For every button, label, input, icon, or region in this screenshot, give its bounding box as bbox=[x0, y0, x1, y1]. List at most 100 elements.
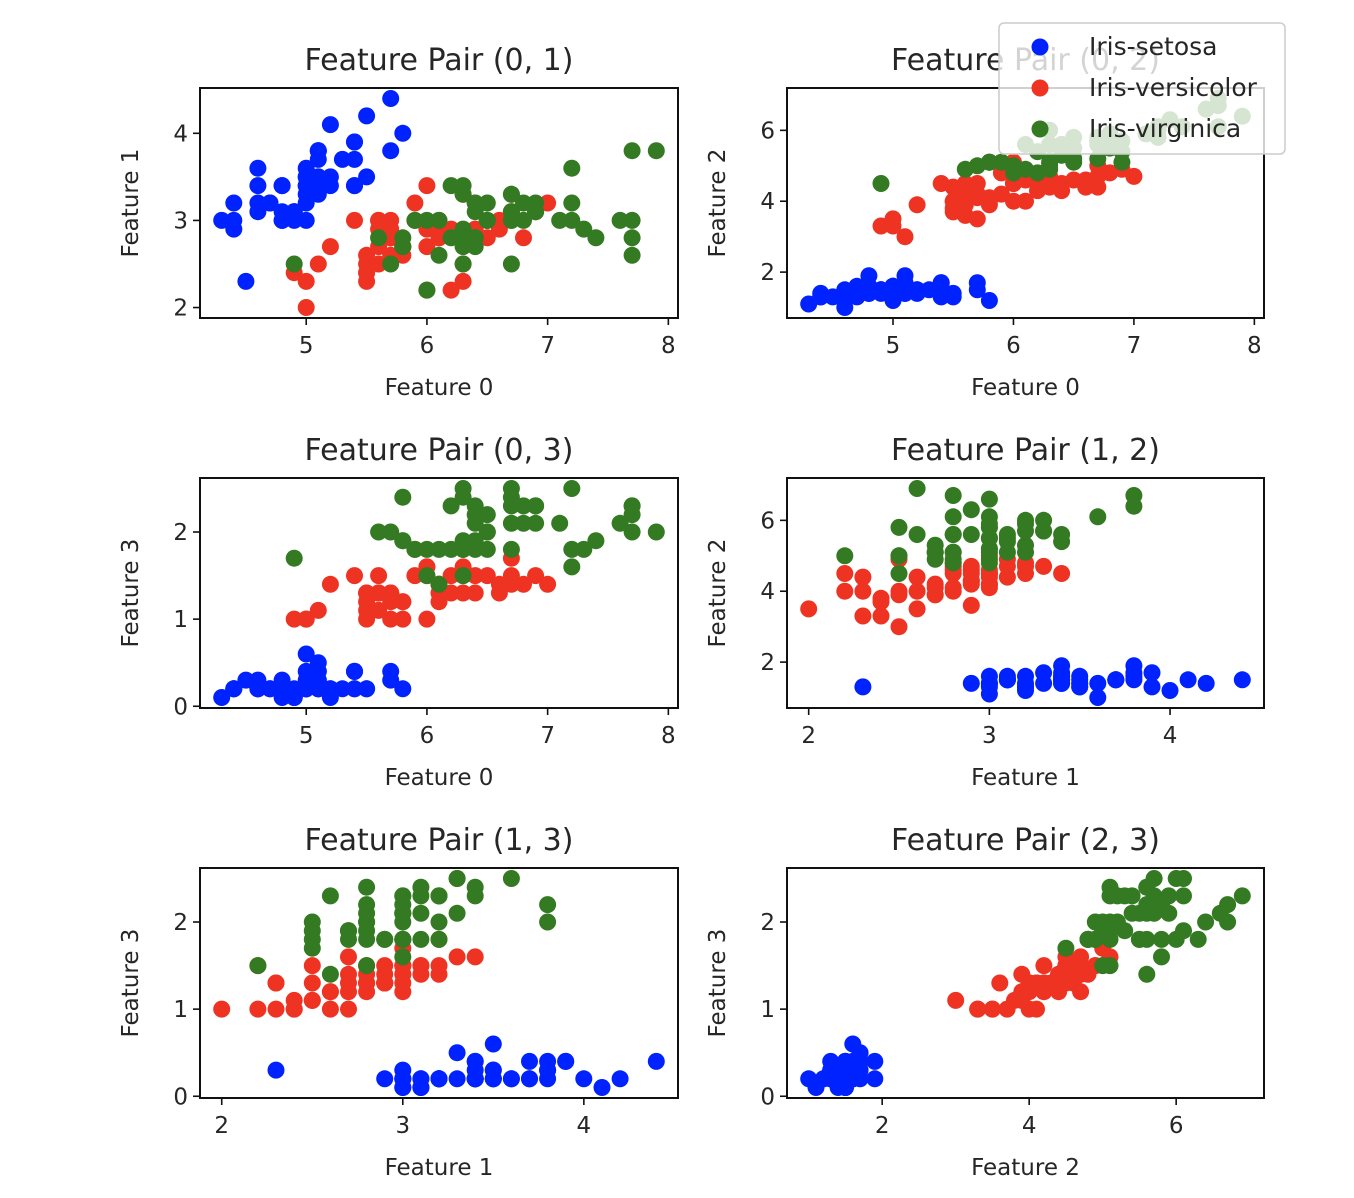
point-iris-setosa-47 bbox=[249, 680, 267, 698]
point-iris-setosa-21 bbox=[521, 1052, 538, 1070]
point-iris-setosa-46 bbox=[309, 142, 327, 160]
point-iris-versicolor-37 bbox=[267, 974, 285, 992]
point-iris-setosa-18 bbox=[382, 671, 400, 689]
subplot-5: 2 4 6 0 1 2 Feature Pair (2, 3) Feature 2 Featur… bbox=[705, 823, 1265, 1181]
point-iris-virginica-25 bbox=[563, 194, 581, 212]
point-iris-virginica-18 bbox=[623, 246, 641, 264]
x-axis-label: Feature 0 bbox=[385, 765, 494, 791]
point-iris-setosa-22 bbox=[502, 1070, 520, 1088]
point-iris-setosa-5 bbox=[1143, 664, 1161, 682]
y-axis-label: Feature 3 bbox=[705, 929, 731, 1038]
axes-frame bbox=[786, 477, 1265, 709]
point-iris-setosa-39 bbox=[309, 177, 327, 195]
point-iris-versicolor-29 bbox=[983, 1000, 1001, 1018]
point-iris-versicolor-14 bbox=[962, 596, 980, 614]
point-iris-setosa-32 bbox=[593, 1079, 611, 1096]
point-iris-versicolor-17 bbox=[394, 610, 412, 628]
axes-frame bbox=[199, 87, 679, 319]
point-iris-virginica-15 bbox=[1017, 536, 1034, 554]
point-iris-versicolor-35 bbox=[418, 177, 436, 195]
series-iris-virginica bbox=[836, 480, 1143, 582]
point-iris-versicolor-43 bbox=[297, 272, 315, 290]
point-iris-versicolor-36 bbox=[998, 557, 1016, 575]
point-iris-virginica-29 bbox=[1153, 948, 1170, 966]
point-iris-virginica-44 bbox=[502, 185, 520, 203]
point-iris-versicolor-33 bbox=[340, 948, 357, 966]
x-axis-label: Feature 2 bbox=[971, 1155, 1080, 1181]
y-tick-label: 2 bbox=[760, 910, 775, 936]
point-iris-virginica-49 bbox=[980, 543, 998, 561]
point-iris-virginica-19 bbox=[418, 281, 436, 299]
point-iris-setosa-45 bbox=[273, 211, 291, 229]
point-iris-versicolor-25 bbox=[1077, 178, 1095, 196]
point-iris-virginica-29 bbox=[563, 211, 581, 229]
point-iris-versicolor-6 bbox=[448, 948, 466, 966]
point-iris-versicolor-24 bbox=[466, 584, 484, 602]
point-iris-versicolor-18 bbox=[442, 567, 460, 585]
point-iris-virginica-19 bbox=[249, 957, 267, 975]
point-iris-setosa-38 bbox=[225, 211, 243, 229]
point-iris-versicolor-9 bbox=[321, 238, 339, 256]
point-iris-setosa-36 bbox=[944, 288, 962, 306]
point-iris-virginica-35 bbox=[1175, 887, 1192, 905]
point-iris-setosa-47 bbox=[836, 284, 854, 302]
x-tick-label: 4 bbox=[1022, 1113, 1037, 1139]
point-iris-setosa-20 bbox=[346, 680, 363, 698]
point-iris-virginica-32 bbox=[466, 506, 484, 524]
point-iris-versicolor-43 bbox=[267, 1000, 285, 1018]
point-iris-versicolor-31 bbox=[358, 610, 376, 628]
point-iris-versicolor-47 bbox=[1042, 974, 1060, 992]
point-iris-virginica-2 bbox=[551, 211, 569, 229]
point-iris-virginica-35 bbox=[980, 508, 998, 526]
point-iris-versicolor-31 bbox=[872, 593, 890, 611]
point-iris-versicolor-49 bbox=[358, 974, 376, 992]
point-iris-versicolor-4 bbox=[478, 229, 496, 247]
point-iris-versicolor-12 bbox=[249, 1000, 267, 1018]
point-iris-versicolor-10 bbox=[800, 600, 818, 618]
x-tick-label: 5 bbox=[886, 333, 901, 359]
point-iris-virginica-13 bbox=[382, 255, 400, 273]
point-iris-setosa-48 bbox=[333, 680, 351, 698]
point-iris-virginica-33 bbox=[944, 543, 962, 561]
point-iris-setosa-39 bbox=[1053, 671, 1071, 689]
point-iris-virginica-21 bbox=[956, 160, 974, 178]
point-iris-virginica-9 bbox=[563, 159, 581, 177]
point-iris-virginica-5 bbox=[611, 514, 629, 532]
point-iris-virginica-8 bbox=[890, 518, 908, 536]
point-iris-virginica-31 bbox=[1197, 913, 1215, 931]
point-iris-setosa-16 bbox=[557, 1052, 575, 1070]
point-iris-setosa-46 bbox=[1125, 667, 1143, 685]
point-iris-setosa-37 bbox=[998, 671, 1016, 689]
point-iris-virginica-42 bbox=[340, 922, 357, 940]
point-iris-setosa-10 bbox=[346, 150, 363, 168]
point-iris-virginica-47 bbox=[478, 523, 496, 541]
y-axis-label: Feature 3 bbox=[118, 929, 144, 1038]
point-iris-setosa-32 bbox=[1179, 671, 1197, 689]
point-iris-virginica-24 bbox=[448, 904, 466, 922]
point-iris-virginica-32 bbox=[358, 896, 376, 914]
point-iris-versicolor-11 bbox=[406, 567, 424, 585]
point-iris-virginica-37 bbox=[412, 930, 430, 948]
series-iris-setosa bbox=[800, 267, 998, 316]
subplot-0: 5 6 7 8 2 3 4 Feature Pair (0, 1) Feature 0 Featu… bbox=[118, 43, 679, 401]
point-iris-setosa-36 bbox=[358, 168, 376, 186]
point-iris-virginica-43 bbox=[1017, 515, 1034, 533]
point-iris-versicolor-43 bbox=[297, 610, 315, 628]
axes-frame bbox=[786, 867, 1265, 1099]
point-iris-virginica-39 bbox=[1123, 904, 1141, 922]
point-iris-setosa-23 bbox=[448, 1044, 466, 1062]
point-iris-virginica-40 bbox=[998, 526, 1016, 543]
point-iris-virginica-18 bbox=[1233, 887, 1251, 905]
point-iris-virginica-35 bbox=[623, 211, 641, 229]
point-iris-versicolor-48 bbox=[309, 601, 327, 619]
y-tick-label: 2 bbox=[173, 910, 188, 936]
point-iris-setosa-39 bbox=[466, 1070, 484, 1088]
point-iris-versicolor-43 bbox=[969, 1000, 987, 1018]
legend-label: Iris-virginica bbox=[1089, 114, 1241, 143]
point-iris-setosa-45 bbox=[980, 674, 998, 692]
y-axis-label: Feature 2 bbox=[705, 149, 731, 258]
point-iris-versicolor-11 bbox=[1035, 957, 1053, 975]
series-iris-setosa bbox=[800, 1035, 884, 1096]
point-iris-setosa-15 bbox=[1233, 671, 1251, 689]
point-iris-virginica-32 bbox=[466, 229, 484, 247]
